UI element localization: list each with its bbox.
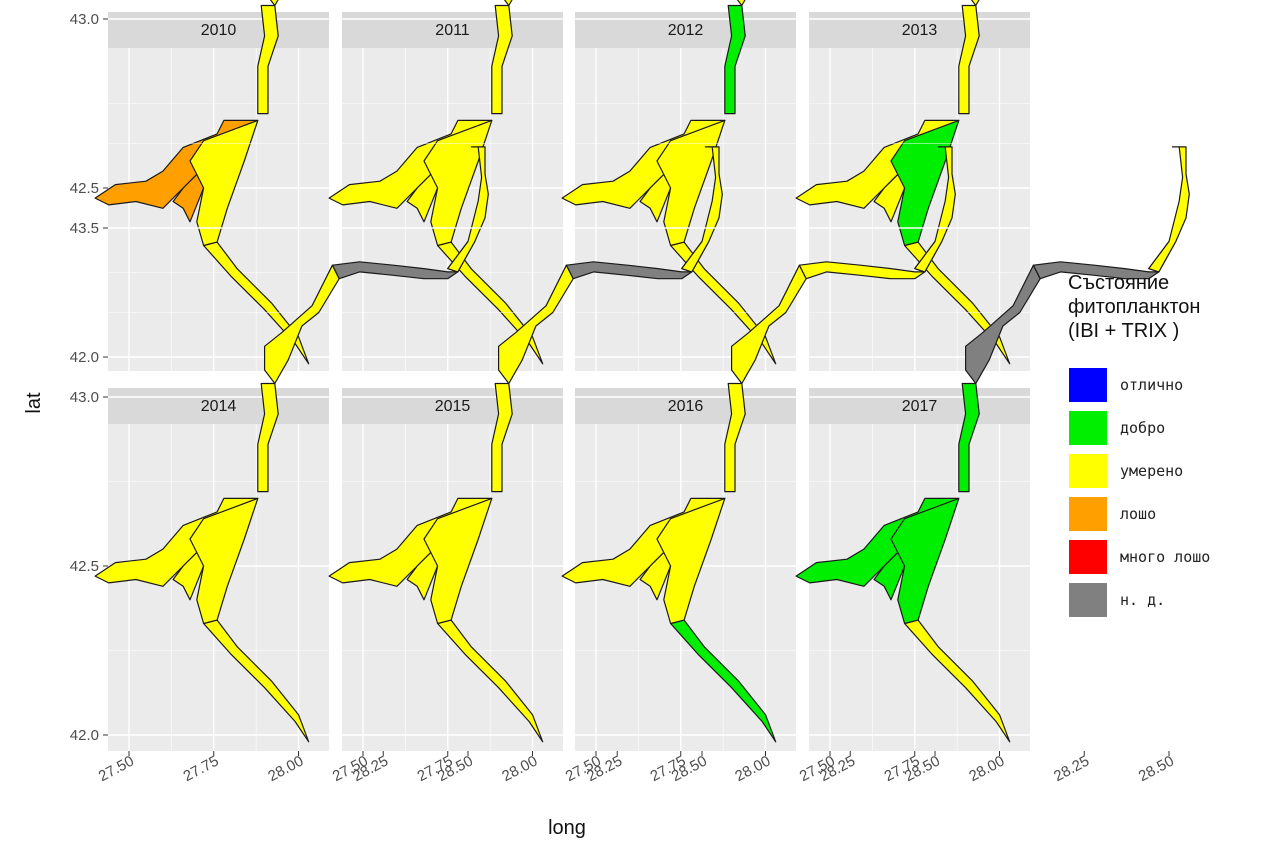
region-north [681,146,723,273]
facet-title: 2017 [902,398,938,415]
region-nessebar [257,4,279,115]
region-nessebar [958,382,980,493]
region-north [447,146,489,273]
facet-strip [108,12,329,48]
region-central [964,264,1041,385]
facet-2012: 2012 [561,0,978,371]
region-burgas-bay [656,497,726,625]
y-tick-label: 42.0 [70,349,99,366]
facet-strip [809,12,1030,48]
legend-key-5 [1069,540,1107,574]
x-axis-title: long [548,817,586,839]
facet-2017: 2017 [795,143,1212,751]
legend-label: н. д. [1120,591,1165,609]
facet-title: 2014 [201,398,237,415]
legend-label: добро [1120,419,1165,437]
region-burgas-bay [189,119,259,247]
y-tick-label: 43.0 [70,389,99,406]
region-burgas-bay [890,497,960,625]
region-varna [331,261,459,280]
x-tick-label: 28.00 [265,753,306,786]
x-tick-label: 28.25 [1051,753,1092,786]
legend-key-6 [1069,583,1107,617]
region-nessebar [491,382,513,493]
x-tick-label: 28.00 [966,753,1007,786]
x-tick-label: 28.50 [1136,753,1177,786]
legend-label: лошо [1120,505,1156,523]
legend-key-3 [1069,454,1107,488]
facet-strip [575,12,796,48]
y-tick-label: 43.5 [70,220,99,237]
y-tick-label: 42.5 [70,180,99,197]
legend-label: отлично [1120,376,1183,394]
region-nessebar [491,4,513,115]
facet-strip [342,388,563,424]
region-nessebar [958,4,980,115]
region-central [736,0,746,7]
y-tick-label: 43.0 [70,11,99,28]
facet-2015: 2015 [328,143,745,751]
region-varna [798,261,926,280]
legend-label: умерено [1120,462,1183,480]
x-tick-label: 28.00 [732,753,773,786]
region-south [203,619,310,743]
x-tick-label: 27.75 [180,753,221,786]
region-central [269,0,279,7]
region-central [730,264,807,385]
legend-label: много лошо [1120,548,1210,566]
region-north [1148,146,1190,273]
region-nessebar [724,382,746,493]
legend-key-4 [1069,497,1107,531]
facet-strip [809,388,1030,424]
facet-panels: 2010 2011 2012 2013 2014 2015 2016 2017 [94,0,1212,751]
facet-title: 2015 [435,398,471,415]
region-varna [1032,261,1160,280]
x-tick-label: 27.50 [96,753,137,786]
region-south [203,241,310,365]
facet-title: 2011 [435,22,470,39]
legend-title-line: Състояние [1068,272,1169,294]
region-north [914,146,956,273]
region-burgas-bay [656,119,726,247]
region-central [503,0,513,7]
region-nessebar [724,4,746,115]
region-burgas-bay [423,119,493,247]
facet-strip [342,12,563,48]
facet-strip [575,388,796,424]
region-central [498,264,574,385]
region-south [437,619,544,743]
region-south [669,619,777,743]
facet-strip [108,388,329,424]
facet-title: 2016 [668,398,704,415]
facet-title: 2010 [201,22,237,39]
facet-title: 2012 [668,22,704,39]
legend-title-line: фитопланктон [1068,296,1200,318]
facet-title: 2013 [902,22,938,39]
region-burgas-bay [189,497,259,625]
legend-title-line: (IBI + TRIX ) [1068,320,1179,342]
region-south [903,619,1011,743]
legend-key-2 [1069,411,1107,445]
x-tick-label: 28.00 [499,753,540,786]
region-varna [565,261,693,280]
region-central [970,0,980,7]
region-central [264,264,340,385]
legend-key-1 [1069,368,1107,402]
y-axis-title: lat [23,392,45,414]
region-burgas-bay [890,119,960,247]
y-tick-label: 42.5 [70,558,99,575]
facet-2016: 2016 [561,143,978,751]
facet-2011: 2011 [328,0,745,371]
region-nessebar [257,382,279,493]
region-burgas-bay [423,497,493,625]
y-tick-label: 42.0 [70,727,99,744]
